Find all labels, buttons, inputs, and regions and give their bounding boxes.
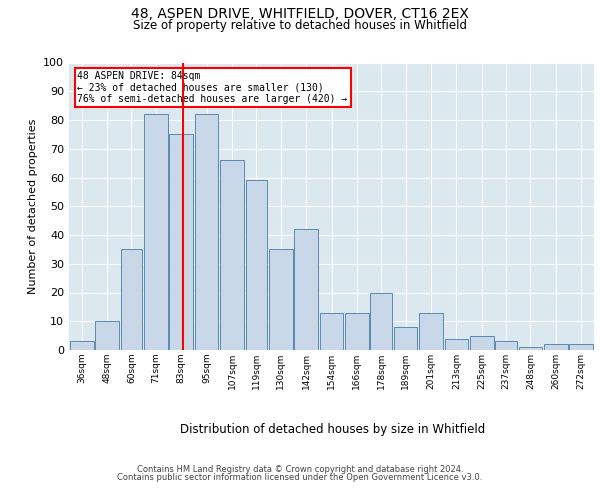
Text: Contains public sector information licensed under the Open Government Licence v3: Contains public sector information licen… [118,472,482,482]
Bar [70,342,94,350]
Text: 48 ASPEN DRIVE: 84sqm
← 23% of detached houses are smaller (130)
76% of semi-det: 48 ASPEN DRIVE: 84sqm ← 23% of detached … [77,71,348,104]
Bar [195,114,218,350]
Text: 48, ASPEN DRIVE, WHITFIELD, DOVER, CT16 2EX: 48, ASPEN DRIVE, WHITFIELD, DOVER, CT16 … [131,8,469,22]
Bar [220,160,244,350]
Bar [169,134,193,350]
Text: Size of property relative to detached houses in Whitfield: Size of property relative to detached ho… [133,18,467,32]
Bar [496,342,517,350]
Bar [245,180,267,350]
Bar [419,312,443,350]
Text: Distribution of detached houses by size in Whitfield: Distribution of detached houses by size … [181,422,485,436]
Bar [345,312,369,350]
Bar [294,229,318,350]
Bar [518,347,542,350]
Bar [544,344,568,350]
Bar [470,336,494,350]
Y-axis label: Number of detached properties: Number of detached properties [28,118,38,294]
Bar [269,250,293,350]
Bar [144,114,167,350]
Bar [394,327,418,350]
Bar [569,344,593,350]
Bar [370,292,392,350]
Bar [121,250,142,350]
Bar [445,338,468,350]
Text: Contains HM Land Registry data © Crown copyright and database right 2024.: Contains HM Land Registry data © Crown c… [137,465,463,474]
Bar [95,322,119,350]
Bar [320,312,343,350]
